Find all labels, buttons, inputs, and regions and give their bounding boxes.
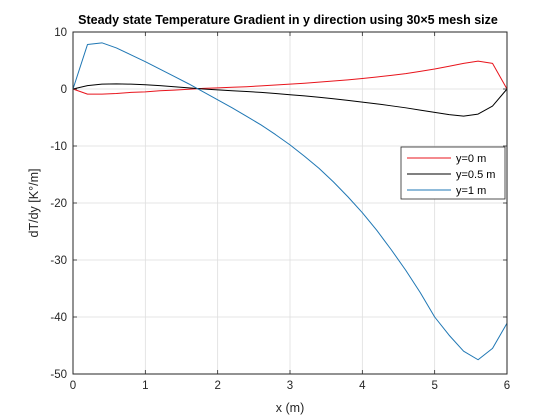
x-tick-label: 1 [142,380,148,392]
y-tick-label: 0 [61,84,67,96]
y-axis-label: dT/dy [K°/m] [27,169,41,238]
x-tick-label: 2 [214,380,220,392]
y-tick-label: 10 [54,27,67,39]
series-layer [72,42,508,361]
legend-label-1: y=0.5 m [456,169,495,181]
x-tick-label: 6 [504,380,510,392]
legend-label-2: y=1 m [456,185,486,197]
series-line-1 [72,83,508,117]
series-line-2 [72,42,508,361]
y-tick-label: -40 [50,312,67,324]
y-tick-label: -30 [50,255,67,267]
x-tick-label: 4 [359,380,366,392]
legend-label-0: y=0 m [456,153,486,165]
legend-items: y=0 m y=0.5 m y=1 m [407,153,495,197]
tick-layer: 0 1 2 3 4 5 6 -50 -40 -30 -20 -10 0 10 [50,27,510,392]
series-line-0 [72,60,508,95]
legend: y=0 m y=0.5 m y=1 m [400,146,506,200]
x-tick-label: 0 [70,380,76,392]
x-axis-label: x (m) [276,401,304,415]
y-tick-label: -50 [50,369,67,381]
chart-title: Steady state Temperature Gradient in y d… [78,13,498,27]
x-tick-label: 3 [287,380,293,392]
x-tick-label: 5 [431,380,437,392]
y-tick-label: -20 [50,198,67,210]
y-tick-label: -10 [50,141,67,153]
